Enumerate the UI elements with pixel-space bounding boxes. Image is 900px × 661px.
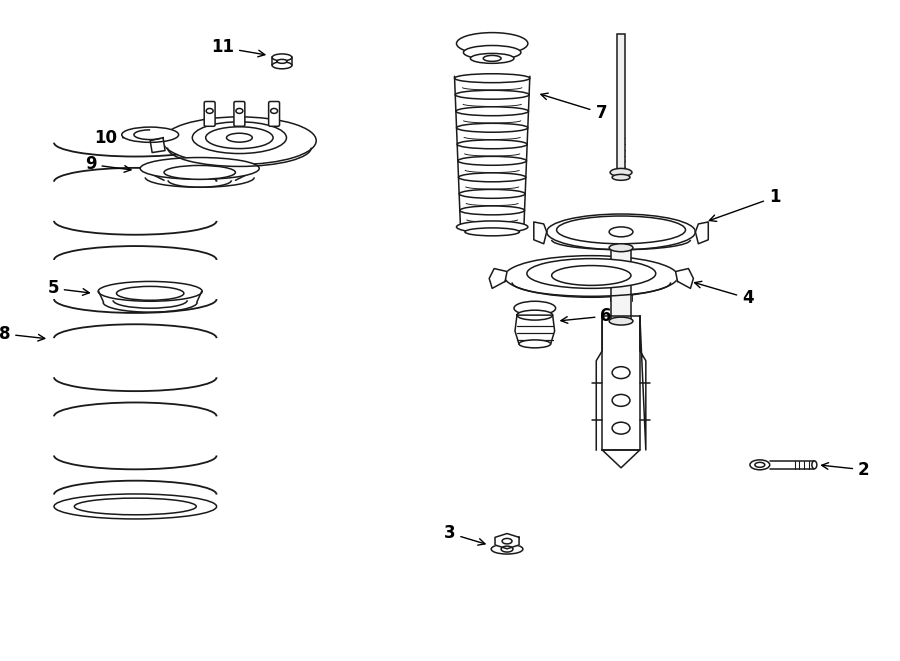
Text: 3: 3 bbox=[444, 524, 485, 545]
Polygon shape bbox=[515, 315, 554, 344]
Ellipse shape bbox=[612, 367, 630, 379]
Polygon shape bbox=[602, 450, 640, 468]
Ellipse shape bbox=[460, 206, 525, 215]
Ellipse shape bbox=[755, 462, 765, 467]
Text: 7: 7 bbox=[541, 93, 607, 122]
Ellipse shape bbox=[206, 108, 213, 114]
Ellipse shape bbox=[609, 227, 633, 237]
Polygon shape bbox=[150, 137, 165, 153]
Ellipse shape bbox=[456, 32, 528, 54]
Ellipse shape bbox=[609, 317, 633, 325]
Ellipse shape bbox=[206, 127, 273, 149]
Ellipse shape bbox=[612, 422, 630, 434]
Ellipse shape bbox=[54, 494, 217, 519]
Text: 1: 1 bbox=[709, 188, 780, 221]
Ellipse shape bbox=[519, 340, 551, 348]
Ellipse shape bbox=[116, 286, 184, 300]
Ellipse shape bbox=[483, 56, 501, 61]
Ellipse shape bbox=[193, 122, 286, 153]
Ellipse shape bbox=[236, 108, 243, 114]
Polygon shape bbox=[534, 222, 546, 244]
Ellipse shape bbox=[502, 539, 512, 544]
Ellipse shape bbox=[610, 169, 632, 176]
Ellipse shape bbox=[457, 140, 527, 149]
FancyBboxPatch shape bbox=[617, 34, 625, 173]
Polygon shape bbox=[696, 222, 708, 244]
Ellipse shape bbox=[505, 256, 678, 297]
Text: 2: 2 bbox=[822, 461, 869, 479]
Ellipse shape bbox=[454, 74, 530, 83]
Ellipse shape bbox=[140, 157, 259, 179]
Ellipse shape bbox=[456, 221, 528, 233]
Ellipse shape bbox=[163, 117, 316, 165]
Ellipse shape bbox=[812, 461, 817, 469]
Polygon shape bbox=[676, 268, 693, 288]
Ellipse shape bbox=[501, 546, 513, 552]
Ellipse shape bbox=[98, 282, 202, 301]
Ellipse shape bbox=[272, 54, 292, 61]
Polygon shape bbox=[495, 533, 519, 549]
Ellipse shape bbox=[458, 157, 526, 165]
Text: 11: 11 bbox=[211, 38, 265, 57]
Ellipse shape bbox=[75, 498, 196, 515]
Ellipse shape bbox=[464, 46, 521, 59]
Ellipse shape bbox=[456, 124, 528, 132]
Ellipse shape bbox=[471, 54, 514, 63]
Ellipse shape bbox=[461, 223, 524, 231]
FancyBboxPatch shape bbox=[268, 102, 280, 126]
Ellipse shape bbox=[458, 173, 526, 182]
Ellipse shape bbox=[612, 175, 630, 180]
Text: 4: 4 bbox=[695, 282, 753, 307]
Polygon shape bbox=[602, 316, 640, 450]
Ellipse shape bbox=[459, 190, 526, 198]
Ellipse shape bbox=[546, 214, 696, 250]
Polygon shape bbox=[597, 316, 602, 450]
Ellipse shape bbox=[455, 91, 529, 99]
Ellipse shape bbox=[556, 216, 686, 244]
Ellipse shape bbox=[612, 395, 630, 407]
Ellipse shape bbox=[272, 62, 292, 69]
Ellipse shape bbox=[122, 127, 178, 142]
Text: 5: 5 bbox=[48, 280, 89, 297]
Ellipse shape bbox=[526, 258, 656, 288]
Ellipse shape bbox=[491, 544, 523, 554]
Ellipse shape bbox=[164, 165, 236, 179]
Ellipse shape bbox=[514, 301, 555, 315]
Text: 8: 8 bbox=[0, 325, 45, 343]
Ellipse shape bbox=[277, 59, 287, 63]
Ellipse shape bbox=[455, 107, 528, 116]
Ellipse shape bbox=[609, 244, 633, 252]
Ellipse shape bbox=[552, 266, 631, 286]
Ellipse shape bbox=[750, 460, 770, 470]
Polygon shape bbox=[490, 268, 507, 288]
FancyBboxPatch shape bbox=[611, 248, 631, 321]
Text: 6: 6 bbox=[561, 307, 612, 325]
FancyBboxPatch shape bbox=[234, 102, 245, 126]
Ellipse shape bbox=[465, 228, 519, 236]
Text: 10: 10 bbox=[94, 129, 154, 147]
FancyBboxPatch shape bbox=[204, 102, 215, 126]
Text: 9: 9 bbox=[85, 155, 131, 173]
Ellipse shape bbox=[227, 134, 252, 142]
Ellipse shape bbox=[271, 108, 277, 114]
Polygon shape bbox=[640, 316, 646, 450]
Ellipse shape bbox=[517, 310, 553, 320]
